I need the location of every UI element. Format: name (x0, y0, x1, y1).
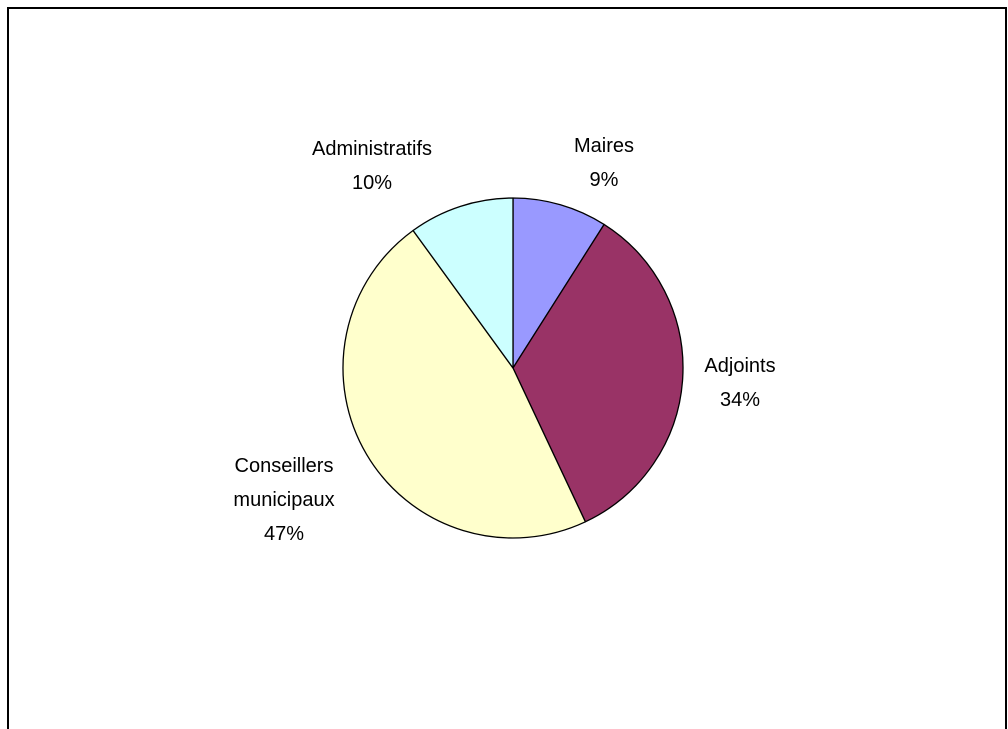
pie-slices (342, 197, 684, 539)
slice-label-line: Administratifs (312, 138, 432, 160)
slice-label-conseillers-municipaux: Conseillers municipaux 47% (233, 455, 334, 545)
slice-label-administratifs: Administratifs 10% (312, 138, 432, 194)
slice-label-adjoints: Adjoints 34% (704, 355, 775, 411)
slice-label-maires: Maires 9% (574, 135, 634, 191)
pie-slice-conseillers-municipaux (342, 229, 587, 539)
slice-label-line: 9% (590, 169, 619, 191)
pie-slice-maires (512, 197, 605, 369)
slice-label-line: 34% (720, 389, 760, 411)
slice-label-line: Maires (574, 135, 634, 157)
slice-label-line: 10% (352, 172, 392, 194)
pie-labels: Maires 9% Adjoints 34% Conseillers municipaux… (233, 135, 775, 545)
slice-label-line: Conseillers (235, 455, 334, 477)
pie-slice-adjoints (512, 223, 684, 523)
slice-label-line: municipaux (233, 489, 334, 511)
slice-label-line: Adjoints (704, 355, 775, 377)
pie-slice-administratifs (412, 197, 514, 369)
slice-label-line: 47% (264, 523, 304, 545)
